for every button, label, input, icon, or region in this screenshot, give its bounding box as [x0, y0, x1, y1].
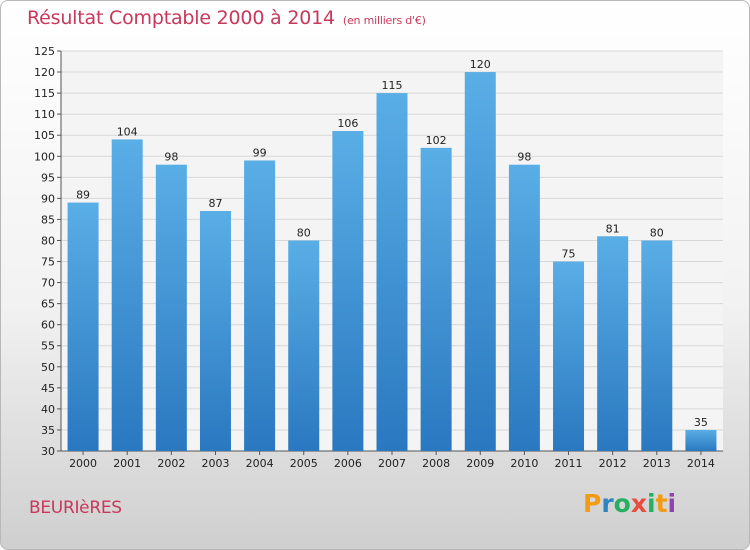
bar-value-label: 104	[117, 125, 138, 138]
proxiti-logo: Proxiti	[583, 489, 676, 518]
bar-value-label: 89	[76, 189, 90, 202]
x-tick-label: 2011	[555, 457, 583, 470]
x-tick-label: 2002	[157, 457, 185, 470]
bar	[553, 261, 585, 451]
bar-value-label: 115	[382, 79, 403, 92]
y-tick-label: 120	[34, 66, 55, 79]
y-tick-label: 100	[34, 150, 55, 163]
y-tick-label: 95	[41, 171, 55, 184]
bar	[155, 164, 187, 451]
x-tick-label: 2003	[201, 457, 229, 470]
logo-letter: i	[647, 489, 656, 518]
x-tick-label: 2007	[378, 457, 406, 470]
x-tick-label: 2014	[687, 457, 715, 470]
bar-value-label: 98	[517, 151, 531, 164]
y-tick-label: 80	[41, 234, 55, 247]
bar	[67, 202, 99, 451]
bar	[641, 240, 673, 451]
y-tick-label: 105	[34, 129, 55, 142]
y-tick-label: 30	[41, 445, 55, 458]
bar-value-label: 80	[297, 226, 311, 239]
y-tick-label: 40	[41, 403, 55, 416]
x-tick-label: 2005	[290, 457, 318, 470]
y-tick-label: 110	[34, 108, 55, 121]
y-tick-label: 60	[41, 319, 55, 332]
logo-letter: o	[613, 489, 631, 518]
y-tick-label: 35	[41, 424, 55, 437]
bar-value-label: 75	[562, 248, 576, 261]
x-tick-label: 2009	[466, 457, 494, 470]
x-tick-label: 2010	[510, 457, 538, 470]
x-tick-label: 2008	[422, 457, 450, 470]
x-tick-label: 2000	[69, 457, 97, 470]
logo-letter: r	[601, 489, 614, 518]
y-tick-label: 55	[41, 340, 55, 353]
logo-letter: x	[630, 489, 647, 518]
bar-value-label: 99	[253, 146, 267, 159]
y-tick-label: 115	[34, 87, 55, 100]
x-tick-label: 2004	[246, 457, 274, 470]
bar	[199, 211, 231, 451]
bar-value-label: 87	[208, 197, 222, 210]
y-tick-label: 70	[41, 277, 55, 290]
bar	[464, 72, 496, 451]
x-tick-label: 2013	[643, 457, 671, 470]
chart-title-text: Résultat Comptable 2000 à 2014	[27, 7, 335, 29]
chart-subtitle: (en milliers d'€)	[342, 14, 426, 27]
x-tick-label: 2006	[334, 457, 362, 470]
bar	[420, 147, 452, 451]
bar	[508, 164, 540, 451]
y-tick-label: 85	[41, 213, 55, 226]
bar	[332, 131, 364, 451]
chart-title: Résultat Comptable 2000 à 2014 (en millie…	[27, 7, 426, 29]
bar-value-label: 35	[694, 416, 708, 429]
logo-letter: P	[583, 489, 602, 518]
bar-value-label: 98	[164, 151, 178, 164]
x-tick-label: 2001	[113, 457, 141, 470]
y-tick-label: 90	[41, 192, 55, 205]
bar	[111, 139, 143, 451]
x-tick-label: 2012	[599, 457, 627, 470]
y-tick-label: 45	[41, 382, 55, 395]
commune-name: BEURIèRES	[29, 498, 122, 518]
bar	[685, 429, 717, 451]
bar-value-label: 120	[470, 58, 491, 71]
bar-value-label: 102	[426, 134, 447, 147]
bar	[376, 93, 408, 452]
bar-value-label: 106	[337, 117, 358, 130]
bar	[597, 236, 629, 451]
logo-letter: t	[655, 489, 668, 518]
bar	[244, 160, 276, 451]
y-tick-label: 125	[34, 45, 55, 58]
logo-letter: i	[667, 489, 677, 518]
y-tick-label: 50	[41, 361, 55, 374]
bar-value-label: 80	[650, 226, 664, 239]
bar-value-label: 81	[606, 222, 620, 235]
y-tick-label: 75	[41, 256, 55, 269]
bar	[288, 240, 320, 451]
y-tick-label: 65	[41, 298, 55, 311]
